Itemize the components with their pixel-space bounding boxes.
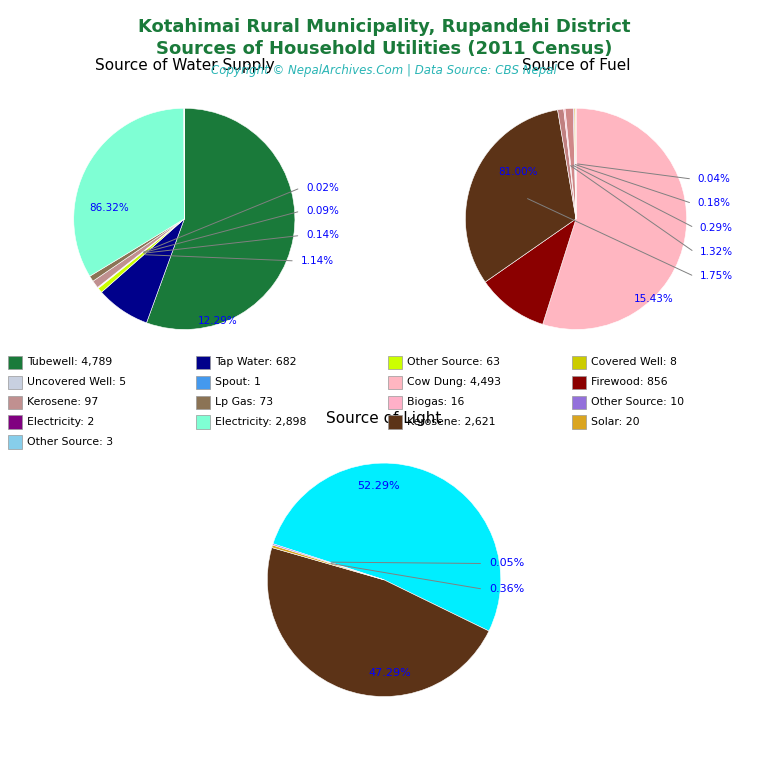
Title: Source of Light: Source of Light	[326, 411, 442, 425]
Wedge shape	[565, 108, 576, 219]
Text: 52.29%: 52.29%	[357, 482, 399, 492]
Text: Spout: 1: Spout: 1	[215, 377, 261, 388]
Text: Firewood: 856: Firewood: 856	[591, 377, 668, 388]
Text: 12.29%: 12.29%	[197, 316, 237, 326]
Wedge shape	[74, 108, 184, 276]
Text: Electricity: 2,898: Electricity: 2,898	[215, 417, 306, 428]
Text: 0.14%: 0.14%	[306, 230, 339, 240]
Text: Lp Gas: 73: Lp Gas: 73	[215, 397, 273, 408]
Text: 0.29%: 0.29%	[700, 223, 733, 233]
Wedge shape	[273, 544, 384, 580]
Text: Kotahimai Rural Municipality, Rupandehi District: Kotahimai Rural Municipality, Rupandehi …	[137, 18, 631, 35]
Text: Tubewell: 4,789: Tubewell: 4,789	[27, 357, 112, 368]
Wedge shape	[272, 545, 384, 580]
Text: Copyright © NepalArchives.Com | Data Source: CBS Nepal: Copyright © NepalArchives.Com | Data Sou…	[211, 64, 557, 77]
Text: Other Source: 10: Other Source: 10	[591, 397, 684, 408]
Text: 47.29%: 47.29%	[369, 668, 411, 678]
Text: Other Source: 63: Other Source: 63	[407, 357, 500, 368]
Text: Kerosene: 97: Kerosene: 97	[27, 397, 98, 408]
Wedge shape	[93, 219, 184, 287]
Wedge shape	[485, 219, 576, 324]
Title: Source of Water Supply: Source of Water Supply	[94, 58, 274, 72]
Title: Source of Fuel: Source of Fuel	[521, 58, 631, 72]
Text: 0.04%: 0.04%	[697, 174, 730, 184]
Wedge shape	[98, 219, 184, 288]
Text: 15.43%: 15.43%	[634, 293, 674, 303]
Text: 1.75%: 1.75%	[700, 271, 733, 281]
Text: 0.36%: 0.36%	[489, 584, 525, 594]
Text: Cow Dung: 4,493: Cow Dung: 4,493	[407, 377, 501, 388]
Wedge shape	[574, 108, 576, 219]
Wedge shape	[90, 219, 184, 281]
Wedge shape	[543, 108, 687, 329]
Text: 1.14%: 1.14%	[300, 256, 333, 266]
Wedge shape	[98, 219, 184, 292]
Wedge shape	[98, 219, 184, 287]
Text: 0.02%: 0.02%	[306, 183, 339, 193]
Wedge shape	[573, 108, 576, 219]
Wedge shape	[101, 219, 184, 323]
Wedge shape	[273, 463, 501, 631]
Text: Other Source: 3: Other Source: 3	[27, 437, 113, 448]
Wedge shape	[98, 219, 184, 288]
Wedge shape	[564, 109, 576, 219]
Wedge shape	[147, 108, 295, 329]
Text: 86.32%: 86.32%	[89, 203, 129, 213]
Text: Solar: 20: Solar: 20	[591, 417, 640, 428]
Text: Biogas: 16: Biogas: 16	[407, 397, 465, 408]
Wedge shape	[267, 548, 489, 697]
Text: Electricity: 2: Electricity: 2	[27, 417, 94, 428]
Text: Uncovered Well: 5: Uncovered Well: 5	[27, 377, 126, 388]
Wedge shape	[465, 110, 576, 282]
Wedge shape	[558, 109, 576, 219]
Text: 0.18%: 0.18%	[697, 198, 730, 208]
Text: Kerosene: 2,621: Kerosene: 2,621	[407, 417, 495, 428]
Text: 1.32%: 1.32%	[700, 247, 733, 257]
Text: 81.00%: 81.00%	[498, 167, 538, 177]
Text: Sources of Household Utilities (2011 Census): Sources of Household Utilities (2011 Cen…	[156, 40, 612, 58]
Text: Covered Well: 8: Covered Well: 8	[591, 357, 677, 368]
Text: 0.09%: 0.09%	[306, 206, 339, 216]
Text: Tap Water: 682: Tap Water: 682	[215, 357, 296, 368]
Text: 0.05%: 0.05%	[489, 558, 525, 568]
